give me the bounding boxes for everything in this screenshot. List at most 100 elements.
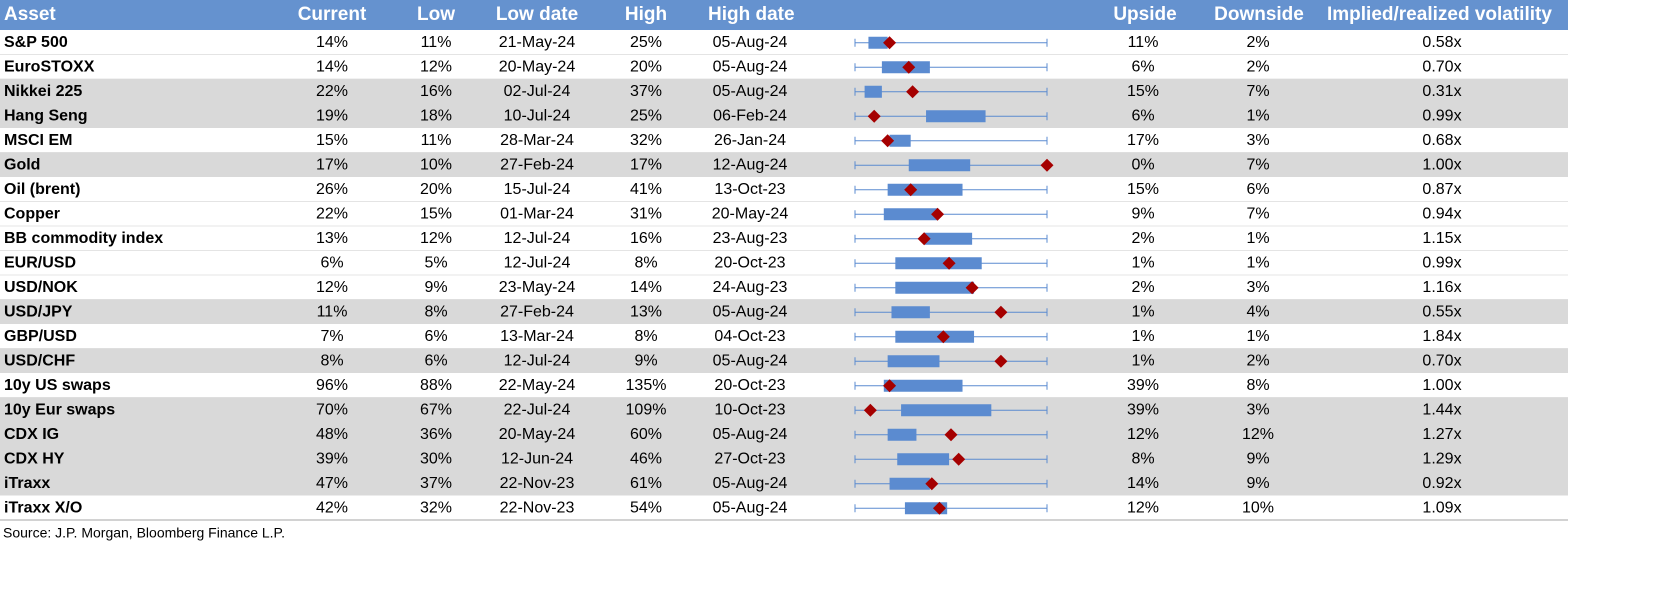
cell: 24-Aug-23 bbox=[713, 279, 788, 296]
cell: 7% bbox=[1246, 205, 1269, 222]
cell: 1.84x bbox=[1422, 328, 1461, 345]
current-marker bbox=[932, 501, 946, 515]
asset-name: iTraxx bbox=[4, 475, 50, 492]
current-marker bbox=[917, 232, 931, 246]
cell: 15% bbox=[1127, 181, 1159, 198]
cell: 0.94x bbox=[1422, 205, 1461, 222]
row-shade bbox=[0, 152, 1568, 177]
cell: 3% bbox=[1246, 401, 1269, 418]
row-shade bbox=[0, 446, 1568, 471]
current-marker bbox=[925, 477, 939, 491]
row-shade bbox=[0, 348, 1568, 373]
column-header: High date bbox=[708, 4, 795, 25]
cell: 20-May-24 bbox=[499, 58, 576, 75]
column-header: Low bbox=[417, 4, 455, 25]
cell: 31% bbox=[630, 205, 662, 222]
cell: 26-Jan-24 bbox=[714, 132, 786, 149]
asset-name: BB commodity index bbox=[4, 230, 163, 247]
row-shade bbox=[0, 299, 1568, 324]
asset-name: Gold bbox=[4, 156, 40, 173]
cell: 3% bbox=[1246, 132, 1269, 149]
current-marker bbox=[931, 207, 945, 221]
column-header: Low date bbox=[496, 4, 578, 25]
cell: 41% bbox=[630, 181, 662, 198]
range-box bbox=[924, 232, 973, 245]
cell: 7% bbox=[320, 328, 343, 345]
asset-name: 10y Eur swaps bbox=[4, 401, 115, 418]
cell: 13% bbox=[316, 230, 348, 247]
cell: 9% bbox=[1246, 450, 1269, 467]
asset-name: Nikkei 225 bbox=[4, 83, 82, 100]
cell: 9% bbox=[424, 279, 447, 296]
cell: 16% bbox=[630, 230, 662, 247]
cell: 0.70x bbox=[1422, 58, 1461, 75]
cell: 8% bbox=[1246, 377, 1269, 394]
cell: 05-Aug-24 bbox=[713, 426, 788, 443]
cell: 12% bbox=[316, 279, 348, 296]
header-band bbox=[0, 0, 1568, 30]
current-marker bbox=[904, 183, 918, 197]
cell: 6% bbox=[424, 328, 447, 345]
cell: 02-Jul-24 bbox=[504, 83, 571, 100]
cell: 14% bbox=[316, 58, 348, 75]
cell: 17% bbox=[316, 156, 348, 173]
current-marker bbox=[867, 109, 881, 123]
cell: 6% bbox=[1131, 58, 1154, 75]
current-marker bbox=[1040, 158, 1054, 172]
cell: 67% bbox=[420, 401, 452, 418]
cell: 1.16x bbox=[1422, 279, 1461, 296]
cell: 20-May-24 bbox=[499, 426, 576, 443]
cell: 12-Aug-24 bbox=[713, 156, 788, 173]
cell: 46% bbox=[630, 450, 662, 467]
cell: 17% bbox=[1127, 132, 1159, 149]
asset-name: Hang Seng bbox=[4, 107, 88, 124]
current-marker bbox=[936, 330, 950, 344]
column-header: Upside bbox=[1113, 4, 1176, 25]
cell: 2% bbox=[1131, 279, 1154, 296]
cell: 1% bbox=[1131, 303, 1154, 320]
cell: 15% bbox=[1127, 83, 1159, 100]
cell: 61% bbox=[630, 475, 662, 492]
cell: 8% bbox=[1131, 450, 1154, 467]
cell: 36% bbox=[420, 426, 452, 443]
current-marker bbox=[906, 85, 920, 99]
range-box bbox=[887, 428, 917, 441]
range-box bbox=[895, 330, 975, 343]
cell: 6% bbox=[320, 254, 343, 271]
cell: 8% bbox=[634, 328, 657, 345]
cell: 6% bbox=[1246, 181, 1269, 198]
cell: 10-Oct-23 bbox=[714, 401, 785, 418]
cell: 0.92x bbox=[1422, 475, 1461, 492]
asset-name: Copper bbox=[4, 205, 60, 222]
cell: 47% bbox=[316, 475, 348, 492]
cell: 12-Jun-24 bbox=[501, 450, 573, 467]
cell: 05-Aug-24 bbox=[713, 475, 788, 492]
cell: 1% bbox=[1131, 254, 1154, 271]
cell: 2% bbox=[1246, 34, 1269, 51]
row-shade bbox=[0, 422, 1568, 447]
cell: 2% bbox=[1131, 230, 1154, 247]
cell: 05-Aug-24 bbox=[713, 352, 788, 369]
current-marker bbox=[994, 354, 1008, 368]
cell: 20-May-24 bbox=[712, 205, 789, 222]
asset-name: USD/NOK bbox=[4, 279, 78, 296]
current-marker bbox=[883, 379, 897, 393]
cell: 12% bbox=[420, 58, 452, 75]
cell: 12% bbox=[420, 230, 452, 247]
range-box bbox=[883, 379, 963, 392]
cell: 1.27x bbox=[1422, 426, 1461, 443]
range-box bbox=[889, 477, 930, 490]
cell: 05-Aug-24 bbox=[713, 303, 788, 320]
cell: 14% bbox=[316, 34, 348, 51]
column-header: Implied/realized volatility bbox=[1327, 4, 1552, 25]
cell: 0% bbox=[1131, 156, 1154, 173]
cell: 14% bbox=[630, 279, 662, 296]
cell: 1% bbox=[1131, 352, 1154, 369]
cell: 15% bbox=[420, 205, 452, 222]
cell: 10% bbox=[420, 156, 452, 173]
cell: 20% bbox=[630, 58, 662, 75]
row-shade bbox=[0, 103, 1568, 128]
cell: 1.29x bbox=[1422, 450, 1461, 467]
cell: 12-Jul-24 bbox=[504, 230, 571, 247]
